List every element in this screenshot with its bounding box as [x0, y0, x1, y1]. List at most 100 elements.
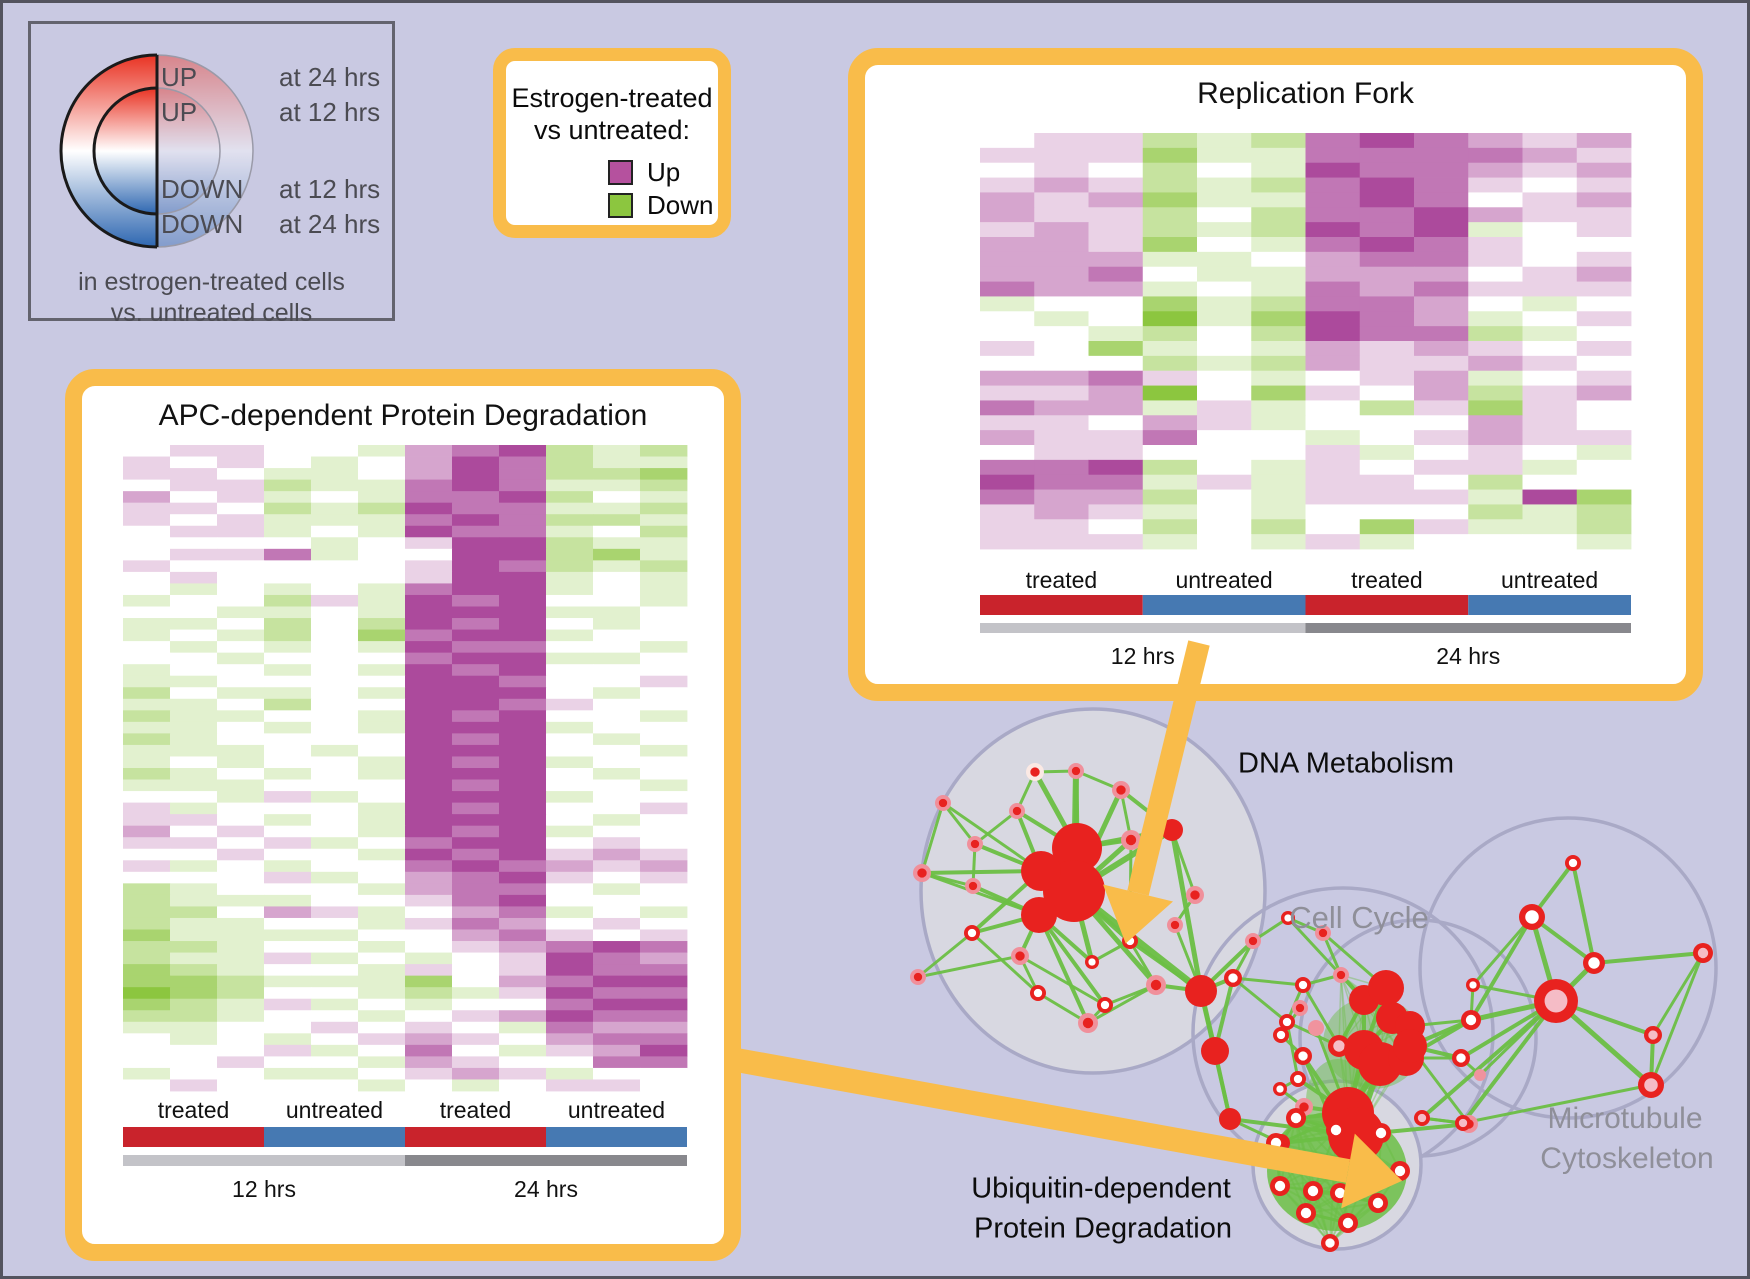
heatmap-cell [217, 468, 265, 481]
heatmap-cell [264, 952, 312, 965]
heatmap-cell [1414, 400, 1469, 416]
heatmap-cell [452, 594, 500, 607]
heatmap-cell [1305, 281, 1361, 297]
heatmap-cell [1359, 370, 1415, 386]
heatmap-cell [1414, 459, 1469, 476]
heatmap-cell [170, 687, 218, 700]
heatmap-cell [311, 537, 359, 550]
heatmap-cell [452, 941, 500, 953]
gene-node-core [1125, 834, 1137, 846]
heatmap-cell [546, 1010, 594, 1023]
heatmap-cell [546, 606, 594, 619]
heatmap-cell [1251, 237, 1306, 253]
heatmap-cell [593, 698, 641, 711]
gene-node-core [1012, 806, 1022, 816]
heatmap-cell [311, 664, 359, 677]
heatmap-cell [1142, 266, 1198, 282]
arrow-head-replication-to-dna [1103, 884, 1173, 944]
heatmap-cell [1468, 430, 1523, 446]
heatmap-cell [170, 675, 218, 688]
heatmap-cell [640, 768, 688, 780]
heatmap-cell [264, 848, 312, 861]
gene-node-core [1170, 920, 1180, 930]
heatmap-cell [358, 675, 406, 688]
heatmap-cell [405, 629, 453, 642]
heatmap-cell [452, 998, 500, 1011]
heatmap-cell [1034, 147, 1089, 164]
heatmap-cell [358, 987, 406, 1000]
heatmap-cell [311, 987, 359, 1000]
heatmap-cell [452, 1056, 500, 1069]
heatmap-cell [1251, 147, 1306, 164]
heatmap-cell [499, 710, 547, 723]
heatmap-cell [358, 687, 406, 700]
heatmap-cell [1305, 341, 1361, 357]
heatmap-cell [1576, 311, 1632, 327]
cluster-microtubule [1418, 816, 1718, 1120]
heatmap-cell [452, 1021, 500, 1034]
heatmap-cell [170, 537, 218, 550]
heatmap-cell [499, 802, 547, 815]
heatmap-cell [1576, 326, 1632, 342]
heatmap-cell [264, 975, 312, 988]
gradient-legend-down12-time: at 12 hrs [279, 174, 381, 204]
heatmap-cell [1034, 370, 1089, 386]
heatmap-cell [170, 756, 218, 769]
heatmap-cell [1414, 266, 1469, 282]
heatmap-cell [311, 733, 359, 746]
heatmap-cell [1088, 355, 1144, 372]
heatmap-cell [217, 998, 265, 1011]
gradient-legend-footer-1: in estrogen-treated cells [78, 268, 345, 296]
heatmap-cell [1305, 534, 1361, 550]
gene-node-core [1525, 910, 1539, 924]
heatmap-cell [1034, 385, 1089, 401]
network-edge [1232, 976, 1304, 987]
heatmap-cell [640, 491, 688, 504]
heatmap-cell [640, 998, 688, 1011]
heatmap-cell [499, 998, 547, 1011]
heatmap-cell [217, 548, 265, 561]
heatmap-cell [546, 998, 594, 1011]
heatmap-cell [217, 479, 265, 492]
heatmap-cell [170, 744, 218, 757]
heatmap-cell [405, 571, 453, 584]
heatmap-cell [1576, 162, 1632, 178]
heatmap-cell [1522, 147, 1578, 164]
heatmap-cell [1305, 400, 1361, 416]
gene-node-core [1648, 1030, 1658, 1040]
heatmap-cell [546, 837, 594, 850]
heatmap-cell [405, 1021, 453, 1034]
heatmap-cell [1251, 355, 1306, 372]
heatmap-cell [499, 883, 547, 896]
heatmap-cell [264, 548, 312, 561]
gradient-legend-down12-dir: DOWN [161, 174, 244, 204]
heatmap-cell [405, 894, 453, 907]
heatmap-cell [1305, 296, 1361, 312]
heatmap-cell [311, 917, 359, 930]
gene-node-core [1318, 928, 1328, 938]
heatmap-cell [593, 998, 641, 1011]
heatmap-cell [311, 571, 359, 584]
heatmap-cell [264, 791, 312, 804]
heatmap-cell [311, 906, 359, 919]
heatmap-cell [1576, 251, 1632, 268]
heatmap-cell [1305, 385, 1361, 401]
heatmap-cell [980, 445, 1035, 461]
heatmap-cell [1034, 504, 1089, 520]
condition-bar [264, 1127, 405, 1147]
heatmap-cell [499, 571, 547, 584]
heatmap-cell [311, 779, 359, 792]
time-bar [980, 623, 1306, 633]
heatmap-cell [358, 791, 406, 804]
heatmap-cell [264, 583, 312, 596]
heatmap-cell [1142, 296, 1198, 312]
heatmap-cell [1414, 385, 1469, 401]
heatmap-cell [264, 964, 312, 977]
heatmap-cell [593, 525, 641, 538]
condition-bar [546, 1127, 687, 1147]
heatmap-cell [1414, 519, 1469, 535]
cluster-label: Microtubule [1547, 1102, 1702, 1135]
heatmap-cell [123, 456, 171, 469]
heatmap-cell [311, 1010, 359, 1023]
heatmap-cell [311, 514, 359, 527]
